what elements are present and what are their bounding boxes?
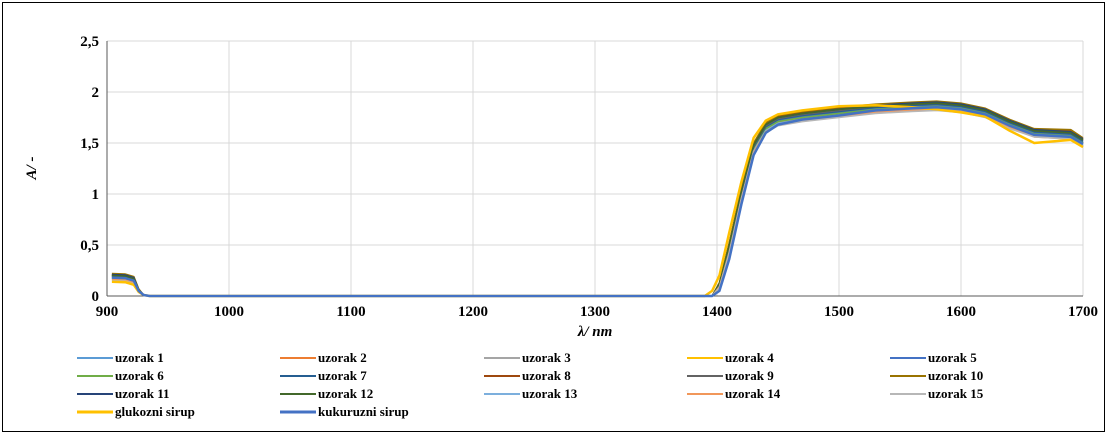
x-tick-label: 1400: [702, 304, 732, 320]
x-tick-label: 1200: [458, 304, 488, 320]
series-line-uzorak-12: [111, 102, 1084, 297]
series-layer: [111, 100, 1084, 298]
series-line-uzorak-5: [111, 104, 1084, 297]
legend: uzorak 1 uzorak 2 uzorak 3 uzorak 4 uzorak 5…: [77, 350, 984, 419]
legend-label: uzorak 9: [725, 368, 774, 383]
series-line-uzorak-8: [111, 101, 1084, 297]
legend-label: uzorak 14: [725, 386, 781, 401]
x-tick-label: 1600: [946, 304, 976, 320]
series-line-uzorak-2: [111, 105, 1084, 297]
grid: [107, 40, 1084, 296]
series-line-uzorak-14: [111, 108, 1084, 297]
x-tick-label: 1000: [214, 304, 244, 320]
y-tick-label: 1,5: [80, 136, 99, 152]
legend-label: uzorak 5: [928, 350, 977, 365]
legend-label: uzorak 6: [115, 368, 164, 383]
legend-label: uzorak 3: [522, 350, 571, 365]
legend-label: uzorak 1: [115, 350, 164, 365]
legend-label: uzorak 13: [522, 386, 578, 401]
series-line-kukuruzni-sirup: [111, 106, 1084, 298]
series-line-uzorak-15: [111, 109, 1084, 297]
series-line-uzorak-4: [111, 102, 1084, 297]
x-tick-label: 1100: [336, 304, 365, 320]
y-tick-label: 1: [92, 187, 100, 203]
legend-label: kukuruzni sirup: [318, 404, 409, 419]
legend-label: uzorak 4: [725, 350, 774, 365]
legend-label: uzorak 11: [115, 386, 170, 401]
y-tick-label: 0: [92, 289, 100, 305]
legend-label: uzorak 12: [318, 386, 373, 401]
chart: 900 1000 1100 1200 1300 1400 1500 1600 1700 0 0,5 1…: [24, 34, 1098, 419]
tick-labels: 900 1000 1100 1200 1300 1400 1500 1600 1700 0 0,5 1…: [80, 34, 1098, 320]
legend-label: uzorak 15: [928, 386, 984, 401]
legend-label: uzorak 7: [318, 368, 367, 383]
series-line-uzorak-9: [111, 102, 1084, 297]
legend-label: uzorak 10: [928, 368, 983, 383]
series-line-uzorak-10: [111, 100, 1084, 297]
x-axis-label: λ/ nm: [577, 324, 613, 340]
y-tick-label: 2: [92, 85, 100, 101]
series-line-uzorak-7: [111, 103, 1084, 297]
legend-label: uzorak 2: [318, 350, 367, 365]
legend-label: uzorak 8: [522, 368, 571, 383]
legend-label: glukozni sirup: [115, 404, 195, 419]
series-line-uzorak-6: [111, 105, 1084, 297]
series-line-uzorak-11: [111, 101, 1084, 297]
y-axis-label: A/ -: [24, 157, 40, 181]
x-tick-label: 900: [96, 304, 119, 320]
y-tick-label: 2,5: [80, 34, 99, 50]
x-tick-label: 1500: [824, 304, 854, 320]
series-line-glukozni-sirup: [111, 104, 1084, 298]
series-line-uzorak-1: [111, 105, 1084, 297]
x-tick-label: 1300: [580, 304, 610, 320]
y-tick-label: 0,5: [80, 238, 99, 254]
series-line-uzorak-13: [111, 107, 1084, 297]
series-line-uzorak-3: [111, 106, 1084, 297]
x-tick-label: 1700: [1068, 304, 1098, 320]
